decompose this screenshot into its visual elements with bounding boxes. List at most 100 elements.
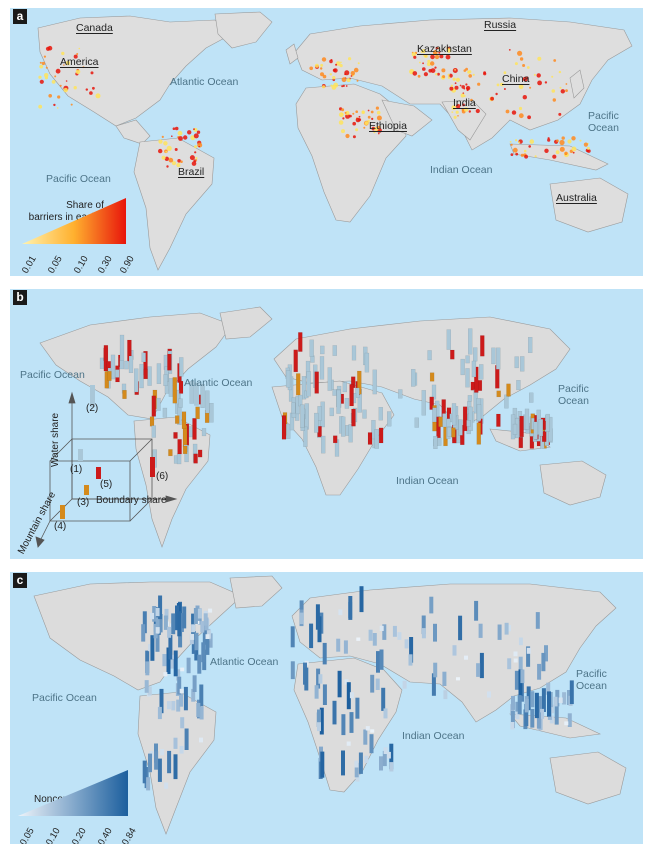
barrier-hotspot	[178, 131, 183, 136]
nonconvexity-bar	[356, 638, 360, 641]
barrier-type-bar	[142, 353, 146, 362]
barrier-hotspot	[580, 140, 582, 142]
barrier-hotspot	[162, 156, 166, 160]
barrier-type-bar	[343, 382, 347, 392]
barrier-hotspot	[358, 62, 360, 64]
barrier-type-bar	[363, 410, 367, 419]
nonconvexity-bar	[170, 659, 174, 669]
barrier-hotspot	[552, 155, 556, 159]
barrier-hotspot	[57, 107, 59, 109]
barrier-hotspot	[171, 135, 173, 137]
barrier-type-bar	[513, 424, 517, 435]
legend-nonconvexity: Nonconvexity 0.05 0.10 0.20 0.40 0.84	[14, 768, 134, 844]
nonconvexity-bar	[369, 630, 373, 641]
country-label-kazakhstan: Kazakhstan	[417, 43, 472, 55]
barrier-type-bar	[123, 390, 127, 399]
nonconvexity-bar	[354, 761, 358, 768]
barrier-type-bar	[379, 428, 383, 443]
cube-example-bar	[150, 457, 155, 477]
legend-color-ramp	[14, 198, 130, 248]
legend-barrier-share: Share of barriers in each city 0.01 0.05…	[14, 198, 130, 272]
nonconvexity-bar	[376, 679, 380, 690]
axis-label-boundary-share: Boundary share	[96, 495, 167, 506]
barrier-hotspot	[346, 85, 348, 87]
nonconvexity-bar	[341, 751, 345, 776]
barrier-hotspot	[348, 57, 351, 60]
barrier-hotspot	[173, 127, 176, 130]
barrier-hotspot	[521, 154, 524, 157]
barrier-hotspot	[76, 70, 81, 75]
nonconvexity-bar	[197, 655, 201, 674]
barrier-type-bar	[534, 422, 538, 439]
barrier-hotspot	[333, 69, 336, 72]
nonconvexity-bar	[350, 692, 354, 698]
barrier-hotspot	[40, 62, 42, 64]
barrier-type-bar	[282, 416, 286, 440]
barrier-type-bar	[300, 405, 304, 428]
barrier-hotspot	[434, 67, 436, 69]
ocean-label-pacific-east-2: Ocean	[576, 680, 607, 692]
barrier-type-bar	[163, 408, 167, 417]
barrier-hotspot	[91, 71, 94, 74]
barrier-type-bar	[477, 423, 481, 445]
nonconvexity-bar	[474, 601, 478, 621]
nonconvexity-bar	[154, 751, 158, 770]
barrier-hotspot	[351, 75, 353, 77]
barrier-type-bar	[193, 418, 197, 439]
ocean-label-indian: Indian Ocean	[430, 164, 492, 176]
barrier-type-bar	[205, 391, 209, 413]
barrier-hotspot	[349, 115, 352, 118]
nonconvexity-bar	[348, 596, 352, 620]
nonconvexity-bar	[443, 690, 447, 699]
nonconvexity-bar	[458, 616, 462, 641]
barrier-hotspot	[371, 111, 374, 114]
barrier-hotspot	[460, 85, 462, 87]
barrier-type-bar	[539, 419, 543, 436]
barrier-hotspot	[437, 73, 440, 76]
barrier-hotspot	[565, 153, 567, 155]
nonconvexity-bar	[541, 653, 545, 671]
nonconvexity-bar	[156, 608, 160, 616]
nonconvexity-bar	[167, 751, 171, 773]
nonconvexity-bar	[570, 680, 574, 704]
barrier-hotspot	[175, 148, 178, 151]
barrier-hotspot	[353, 135, 356, 138]
barrier-type-bar	[477, 405, 481, 421]
nonconvexity-bar	[338, 671, 342, 698]
axis-label-water-share: Water share	[50, 413, 61, 467]
barrier-type-bar	[459, 420, 463, 436]
barrier-hotspot	[534, 74, 536, 76]
barrier-hotspot	[560, 87, 562, 89]
barrier-hotspot	[518, 141, 520, 143]
barrier-type-bar	[321, 436, 325, 453]
barrier-type-bar	[450, 350, 454, 359]
barrier-hotspot	[38, 76, 41, 79]
nonconvexity-bar	[145, 661, 149, 675]
barrier-hotspot	[342, 77, 347, 82]
nonconvexity-bar	[379, 756, 383, 770]
legend-tick: 0.20	[70, 826, 89, 844]
barrier-type-bar	[491, 348, 495, 364]
nonconvexity-bar	[464, 656, 468, 660]
barrier-type-bar	[447, 330, 451, 350]
barrier-hotspot	[162, 136, 164, 138]
barrier-hotspot	[506, 110, 510, 114]
ocean-label-pacific-east-2: Ocean	[558, 395, 589, 407]
nonconvexity-bar	[433, 663, 437, 678]
nonconvexity-bar	[174, 754, 178, 779]
cube-marker-3: (3)	[77, 497, 89, 508]
nonconvexity-bar	[422, 628, 426, 638]
barrier-hotspot	[419, 62, 421, 64]
nonconvexity-bar	[300, 613, 304, 624]
barrier-hotspot	[551, 76, 553, 78]
nonconvexity-bar	[204, 613, 208, 625]
barrier-hotspot	[339, 112, 344, 117]
nonconvexity-bar	[162, 654, 166, 666]
barrier-type-bar	[525, 409, 529, 430]
barrier-type-bar	[428, 350, 432, 360]
nonconvexity-bar	[338, 609, 342, 615]
nonconvexity-bar	[370, 734, 374, 753]
nonconvexity-bar	[511, 696, 515, 710]
panel-b-barrier-type-map: b Pacific Ocean Atlantic Ocean Pacific O…	[10, 289, 643, 559]
barrier-hotspot	[473, 74, 475, 76]
